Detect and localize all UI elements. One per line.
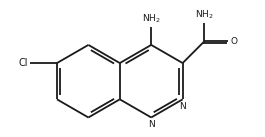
Text: Cl: Cl [19, 58, 28, 68]
Text: N: N [148, 120, 154, 129]
Text: NH$_2$: NH$_2$ [195, 9, 214, 21]
Text: O: O [231, 37, 238, 46]
Text: N: N [179, 102, 186, 111]
Text: NH$_2$: NH$_2$ [142, 12, 161, 25]
